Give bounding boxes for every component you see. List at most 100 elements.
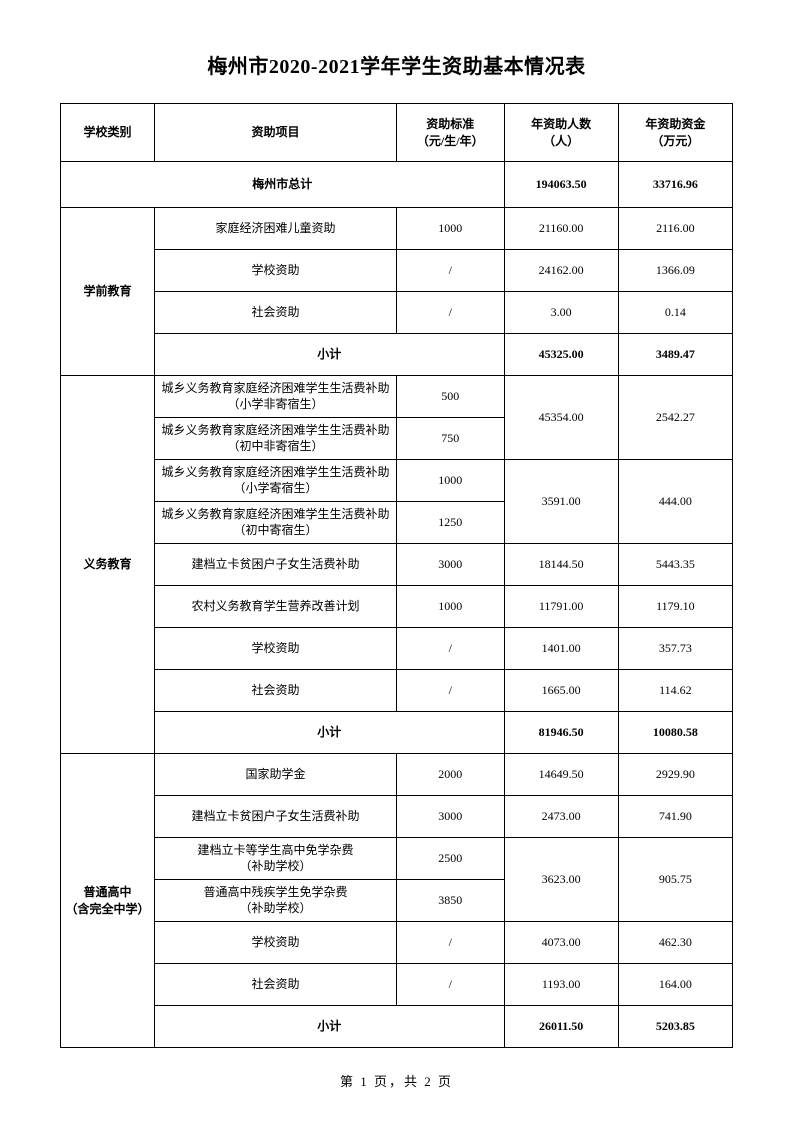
header-standard: 资助标准（元/生/年） [396, 104, 504, 162]
amt-cell: 2116.00 [618, 208, 732, 250]
table-row: 义务教育 城乡义务教育家庭经济困难学生生活费补助（小学非寄宿生） 500 453… [61, 376, 733, 418]
std-cell: 1000 [396, 208, 504, 250]
table-row: 社会资助 / 3.00 0.14 [61, 292, 733, 334]
table-row: 社会资助 / 1665.00 114.62 [61, 670, 733, 712]
item-cell: 城乡义务教育家庭经济困难学生生活费补助（初中寄宿生） [155, 502, 397, 544]
amt-cell: 2542.27 [618, 376, 732, 460]
std-cell: 1000 [396, 460, 504, 502]
item-cell: 社会资助 [155, 964, 397, 1006]
table-row: 学校资助 / 4073.00 462.30 [61, 922, 733, 964]
total-people: 194063.50 [504, 162, 618, 208]
category-cell: 普通高中（含完全中学） [61, 754, 155, 1048]
item-cell: 社会资助 [155, 292, 397, 334]
item-cell: 农村义务教育学生营养改善计划 [155, 586, 397, 628]
std-cell: 3850 [396, 880, 504, 922]
subtotal-row: 小计 81946.50 10080.58 [61, 712, 733, 754]
table-header-row: 学校类别 资助项目 资助标准（元/生/年） 年资助人数（人） 年资助资金（万元） [61, 104, 733, 162]
ppl-cell: 2473.00 [504, 796, 618, 838]
item-cell: 建档立卡贫困户子女生活费补助 [155, 796, 397, 838]
ppl-cell: 14649.50 [504, 754, 618, 796]
std-cell: 3000 [396, 544, 504, 586]
total-row: 梅州市总计 194063.50 33716.96 [61, 162, 733, 208]
subtotal-people: 45325.00 [504, 334, 618, 376]
item-cell: 家庭经济困难儿童资助 [155, 208, 397, 250]
category-cell: 义务教育 [61, 376, 155, 754]
amt-cell: 462.30 [618, 922, 732, 964]
amt-cell: 444.00 [618, 460, 732, 544]
subtotal-amount: 5203.85 [618, 1006, 732, 1048]
std-cell: 750 [396, 418, 504, 460]
ppl-cell: 45354.00 [504, 376, 618, 460]
amt-cell: 164.00 [618, 964, 732, 1006]
page-title: 梅州市2020-2021学年学生资助基本情况表 [60, 50, 733, 79]
ppl-cell: 11791.00 [504, 586, 618, 628]
std-cell: / [396, 292, 504, 334]
std-cell: / [396, 628, 504, 670]
table-row: 普通高中（含完全中学） 国家助学金 2000 14649.50 2929.90 [61, 754, 733, 796]
std-cell: 2000 [396, 754, 504, 796]
table-row: 学校资助 / 24162.00 1366.09 [61, 250, 733, 292]
std-cell: / [396, 670, 504, 712]
header-category: 学校类别 [61, 104, 155, 162]
subsidy-table: 学校类别 资助项目 资助标准（元/生/年） 年资助人数（人） 年资助资金（万元）… [60, 103, 733, 1048]
std-cell: 1000 [396, 586, 504, 628]
amt-cell: 357.73 [618, 628, 732, 670]
table-row: 建档立卡贫困户子女生活费补助 3000 18144.50 5443.35 [61, 544, 733, 586]
ppl-cell: 21160.00 [504, 208, 618, 250]
ppl-cell: 3623.00 [504, 838, 618, 922]
ppl-cell: 1665.00 [504, 670, 618, 712]
amt-cell: 0.14 [618, 292, 732, 334]
amt-cell: 2929.90 [618, 754, 732, 796]
amt-cell: 1179.10 [618, 586, 732, 628]
table-row: 建档立卡贫困户子女生活费补助 3000 2473.00 741.90 [61, 796, 733, 838]
item-cell: 建档立卡等学生高中免学杂费（补助学校） [155, 838, 397, 880]
table-row: 学前教育 家庭经济困难儿童资助 1000 21160.00 2116.00 [61, 208, 733, 250]
subtotal-people: 81946.50 [504, 712, 618, 754]
category-cell: 学前教育 [61, 208, 155, 376]
subtotal-row: 小计 45325.00 3489.47 [61, 334, 733, 376]
item-cell: 学校资助 [155, 250, 397, 292]
std-cell: 2500 [396, 838, 504, 880]
std-cell: / [396, 922, 504, 964]
header-item: 资助项目 [155, 104, 397, 162]
item-cell: 城乡义务教育家庭经济困难学生生活费补助（小学寄宿生） [155, 460, 397, 502]
amt-cell: 741.90 [618, 796, 732, 838]
subtotal-row: 小计 26011.50 5203.85 [61, 1006, 733, 1048]
std-cell: / [396, 250, 504, 292]
amt-cell: 114.62 [618, 670, 732, 712]
total-amount: 33716.96 [618, 162, 732, 208]
item-cell: 城乡义务教育家庭经济困难学生生活费补助（初中非寄宿生） [155, 418, 397, 460]
table-row: 城乡义务教育家庭经济困难学生生活费补助（小学寄宿生） 1000 3591.00 … [61, 460, 733, 502]
amt-cell: 1366.09 [618, 250, 732, 292]
subtotal-label: 小计 [155, 334, 504, 376]
std-cell: 3000 [396, 796, 504, 838]
ppl-cell: 1401.00 [504, 628, 618, 670]
ppl-cell: 4073.00 [504, 922, 618, 964]
table-row: 建档立卡等学生高中免学杂费（补助学校） 2500 3623.00 905.75 [61, 838, 733, 880]
subtotal-amount: 3489.47 [618, 334, 732, 376]
subtotal-people: 26011.50 [504, 1006, 618, 1048]
subtotal-label: 小计 [155, 712, 504, 754]
subtotal-amount: 10080.58 [618, 712, 732, 754]
item-cell: 学校资助 [155, 922, 397, 964]
page-footer: 第 1 页，共 2 页 [0, 1071, 793, 1090]
item-cell: 普通高中残疾学生免学杂费（补助学校） [155, 880, 397, 922]
table-row: 农村义务教育学生营养改善计划 1000 11791.00 1179.10 [61, 586, 733, 628]
ppl-cell: 24162.00 [504, 250, 618, 292]
header-people: 年资助人数（人） [504, 104, 618, 162]
ppl-cell: 3591.00 [504, 460, 618, 544]
amt-cell: 5443.35 [618, 544, 732, 586]
ppl-cell: 18144.50 [504, 544, 618, 586]
item-cell: 国家助学金 [155, 754, 397, 796]
subtotal-label: 小计 [155, 1006, 504, 1048]
std-cell: 500 [396, 376, 504, 418]
std-cell: / [396, 964, 504, 1006]
std-cell: 1250 [396, 502, 504, 544]
item-cell: 建档立卡贫困户子女生活费补助 [155, 544, 397, 586]
amt-cell: 905.75 [618, 838, 732, 922]
item-cell: 学校资助 [155, 628, 397, 670]
item-cell: 社会资助 [155, 670, 397, 712]
ppl-cell: 3.00 [504, 292, 618, 334]
ppl-cell: 1193.00 [504, 964, 618, 1006]
header-amount: 年资助资金（万元） [618, 104, 732, 162]
